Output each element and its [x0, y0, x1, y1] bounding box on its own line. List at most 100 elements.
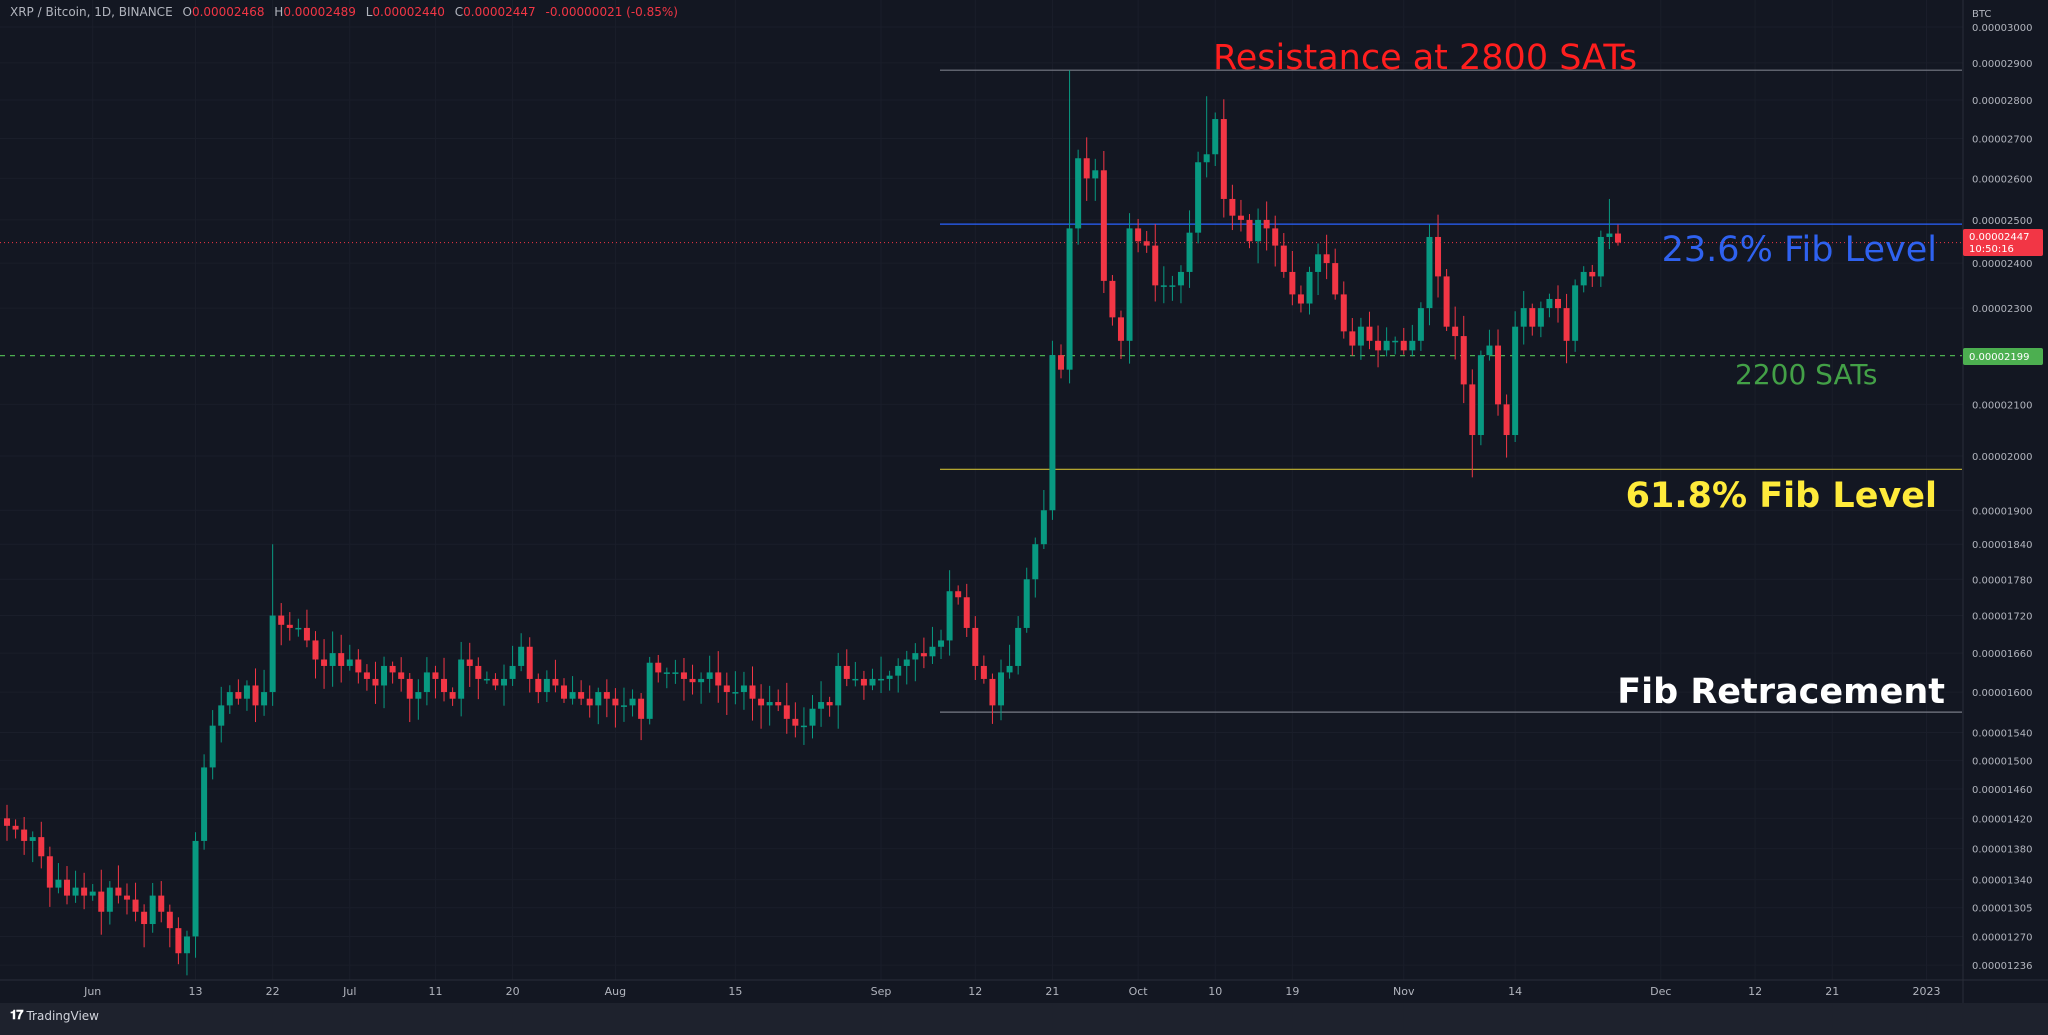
candle — [612, 688, 619, 728]
resistance-annotation[interactable]: Resistance at 2800 SATs — [1213, 38, 1638, 78]
candle-body — [132, 899, 139, 912]
candle — [638, 693, 645, 741]
candle-body — [1417, 308, 1424, 341]
time-tick-label: 2023 — [1912, 985, 1940, 998]
candle-body — [423, 672, 430, 693]
candle-body — [1032, 544, 1039, 580]
candle — [1589, 264, 1596, 287]
candle — [278, 603, 285, 646]
candle-body — [1426, 236, 1433, 309]
time-axis-labels: Jun 13 22 Jul 11 20 Aug 15 Sep 12 21 Oct 10 19 Nov 14 De… — [83, 985, 1940, 998]
candle-body — [175, 928, 182, 954]
candle-body — [835, 665, 842, 706]
price-tick-label: 0.00001340 — [1972, 876, 2032, 887]
candle-body — [878, 678, 885, 681]
fib-236-annotation[interactable]: 23.6% Fib Level — [1661, 230, 1937, 270]
price-tick-label: 0.00001460 — [1972, 785, 2032, 796]
candle-body — [81, 887, 88, 896]
candle — [492, 673, 499, 691]
candle — [1392, 336, 1399, 355]
candle — [869, 668, 876, 691]
candle — [1443, 269, 1450, 331]
candle-body — [1092, 170, 1099, 179]
candle — [98, 869, 105, 935]
candle — [920, 637, 927, 669]
time-tick-label: 14 — [1508, 985, 1522, 998]
candle-body — [441, 678, 448, 693]
candle — [1383, 327, 1390, 357]
candle-body — [338, 653, 345, 666]
candle — [141, 904, 148, 948]
candle — [312, 631, 319, 679]
candle — [1537, 301, 1544, 338]
candle — [938, 629, 945, 660]
horizontal-levels — [0, 69, 1962, 713]
candle-body — [663, 672, 670, 674]
candle — [1032, 537, 1039, 598]
candle-body — [149, 895, 156, 925]
candle — [1495, 329, 1502, 416]
candle-body — [552, 678, 559, 686]
candle — [235, 679, 242, 705]
candle — [1435, 214, 1442, 298]
candle-body — [458, 659, 465, 699]
candle — [792, 702, 799, 738]
candle-body — [1186, 232, 1193, 272]
candle — [38, 821, 45, 869]
time-tick-label: Sep — [871, 985, 892, 998]
tradingview-branding[interactable]: 𝟏𝟕 TradingView — [10, 1008, 99, 1023]
candle — [218, 686, 225, 743]
candle-body — [646, 662, 653, 719]
candle-body — [295, 627, 302, 630]
candle — [1100, 150, 1107, 294]
price-tick-label: 0.00002100 — [1972, 400, 2032, 411]
candle — [1580, 266, 1587, 293]
candle — [346, 644, 353, 671]
candle — [321, 639, 328, 689]
candle-body — [166, 911, 173, 929]
candle — [1340, 281, 1347, 339]
candle — [415, 679, 422, 720]
candle-body — [1280, 245, 1287, 272]
time-tick-label: 22 — [266, 985, 280, 998]
candle-body — [1503, 404, 1510, 436]
candle — [809, 695, 816, 739]
price-axis[interactable] — [1963, 0, 2048, 1003]
candle-body — [526, 646, 533, 679]
candle — [535, 673, 542, 704]
candle — [149, 882, 156, 933]
candle — [766, 685, 773, 726]
sats-2200-annotation[interactable]: 2200 SATs — [1735, 358, 1878, 391]
candle-body — [612, 698, 619, 706]
brand-name: TradingView — [26, 1008, 99, 1023]
fib-618-annotation[interactable]: 61.8% Fib Level — [1625, 476, 1937, 516]
candle-body — [740, 685, 747, 693]
fib-retracement-annotation[interactable]: Fib Retracement — [1617, 672, 1945, 712]
candle — [963, 583, 970, 637]
price-tick-label: 0.00001305 — [1972, 904, 2032, 915]
candle-body — [1212, 119, 1219, 155]
candle-body — [638, 698, 645, 719]
candle — [946, 570, 953, 656]
symbol-title[interactable]: XRP / Bitcoin, 1D, BINANCE — [10, 5, 173, 19]
candle-body — [29, 837, 36, 841]
candle-body — [1109, 280, 1116, 318]
open-value: 0.00002468 — [191, 5, 265, 19]
current-price-label: 0.00002447 10:50:16 — [1963, 229, 2043, 256]
candle-body — [543, 678, 550, 693]
candle — [372, 661, 379, 704]
candle-body — [1066, 228, 1073, 370]
price-tick-label: 0.00002600 — [1972, 174, 2032, 185]
candle-body — [252, 685, 259, 706]
candle-body — [329, 653, 336, 666]
candle — [543, 670, 550, 702]
candle-body — [1057, 355, 1064, 370]
candle-body — [1332, 263, 1339, 295]
candle-body — [398, 672, 405, 679]
candle — [843, 649, 850, 687]
candle-body — [475, 665, 482, 679]
change-value: -0.00000021 (-0.85%) — [545, 5, 678, 19]
candle — [552, 659, 559, 693]
candle — [192, 832, 199, 958]
